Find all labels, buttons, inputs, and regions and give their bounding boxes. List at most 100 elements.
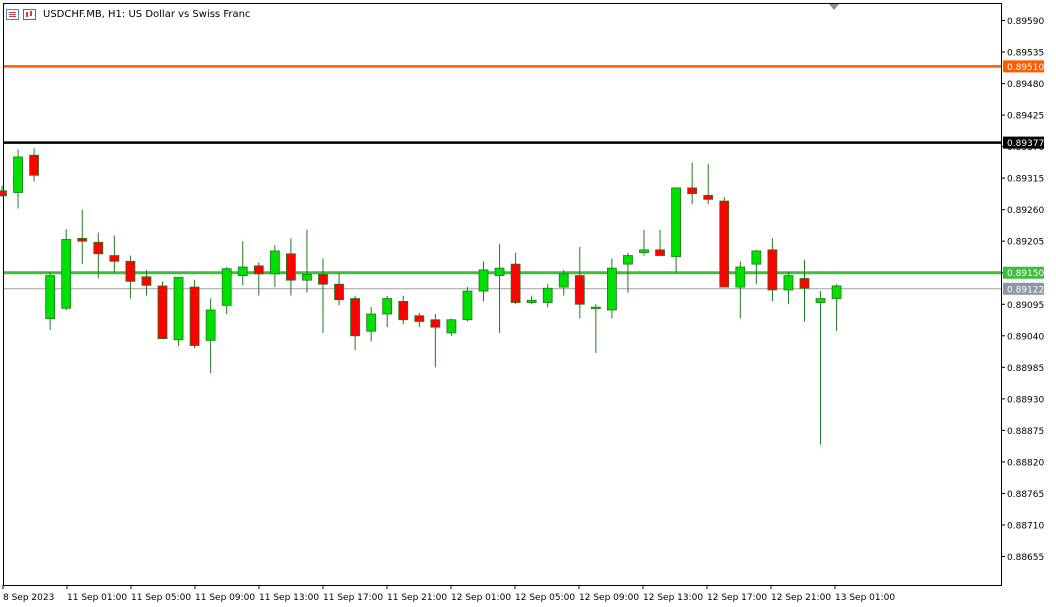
x-tick-label: 11 Sep 05:00: [131, 593, 191, 603]
level-price-tag: [1003, 282, 1044, 295]
y-tick-label: 0.89480: [1007, 80, 1044, 90]
candle[interactable]: [494, 244, 505, 333]
candle-body-bear: [189, 286, 200, 346]
x-tick-label: 11 Sep 21:00: [387, 593, 447, 603]
candle-body-bear: [655, 249, 665, 256]
candle-body-bull: [462, 290, 473, 321]
candle-body-bear: [141, 276, 152, 286]
candle-body-bear: [767, 249, 778, 291]
candle-body-bull: [382, 298, 393, 315]
candle-body-bull: [302, 274, 312, 281]
candle[interactable]: [735, 261, 746, 319]
candle[interactable]: [783, 271, 794, 305]
candle[interactable]: [671, 187, 681, 273]
candle[interactable]: [607, 258, 617, 319]
candle[interactable]: [93, 232, 104, 279]
candle[interactable]: [285, 238, 296, 296]
candle[interactable]: [221, 267, 232, 315]
candle[interactable]: [189, 279, 200, 349]
candle[interactable]: [767, 238, 778, 302]
level-price-label: 0.89150: [1007, 269, 1044, 279]
candle[interactable]: [29, 148, 40, 182]
chart-symbol-title: USDCHF.MB, H1: US Dollar vs Swiss Franc: [43, 8, 251, 20]
candle[interactable]: [590, 304, 601, 353]
candle[interactable]: [542, 284, 553, 308]
candle[interactable]: [831, 284, 842, 332]
y-tick-label: 0.89040: [1007, 332, 1044, 342]
candle[interactable]: [45, 271, 56, 331]
candle[interactable]: [13, 149, 23, 209]
candle[interactable]: [719, 197, 730, 288]
candle[interactable]: [751, 249, 762, 285]
level-price-tag: [1003, 60, 1044, 73]
candle[interactable]: [157, 281, 168, 340]
candle-body-bear: [318, 274, 328, 285]
candle-body-bear: [93, 241, 104, 255]
candle[interactable]: [398, 295, 409, 325]
candle[interactable]: [655, 229, 665, 256]
y-tick-label: 0.88930: [1007, 395, 1044, 405]
candle-body-bull: [61, 239, 72, 309]
y-tick-label: 0.88765: [1007, 490, 1044, 500]
candle[interactable]: [125, 255, 136, 299]
candle-body-bull: [623, 255, 633, 265]
candle[interactable]: [61, 229, 72, 310]
candle[interactable]: [446, 318, 457, 336]
candle[interactable]: [205, 298, 216, 374]
candle[interactable]: [574, 246, 585, 319]
candle-body-bull: [590, 306, 601, 310]
candle[interactable]: [318, 258, 328, 333]
candle-body-bull: [45, 275, 56, 319]
candle[interactable]: [141, 269, 152, 296]
chart-bars-icon[interactable]: [23, 8, 36, 20]
candle[interactable]: [269, 245, 280, 288]
candle[interactable]: [334, 272, 344, 306]
candle[interactable]: [77, 209, 88, 265]
level-price-label: 0.89510: [1007, 63, 1044, 73]
y-tick-label: 0.88710: [1007, 521, 1044, 531]
x-tick-label: 12 Sep 21:00: [771, 593, 831, 603]
candle-body-bull: [173, 276, 184, 341]
level-price-tag: [1003, 136, 1044, 149]
candle[interactable]: [414, 312, 425, 328]
candle[interactable]: [350, 295, 361, 351]
x-tick-label: 11 Sep 01:00: [67, 593, 127, 603]
candle[interactable]: [687, 162, 698, 204]
candle[interactable]: [478, 261, 489, 302]
candle[interactable]: [815, 291, 826, 445]
candle[interactable]: [639, 229, 649, 256]
candle-body-bear: [574, 275, 585, 305]
candle-body-bull: [366, 313, 377, 332]
candle[interactable]: [430, 314, 441, 368]
candle[interactable]: [558, 269, 569, 296]
candle-body-bull: [542, 287, 553, 303]
candle[interactable]: [510, 252, 521, 305]
candle-body-bull: [831, 285, 842, 299]
candle[interactable]: [526, 295, 537, 305]
candle[interactable]: [173, 276, 184, 347]
y-tick-label: 0.89590: [1007, 17, 1044, 27]
candle-body-bull: [815, 298, 826, 303]
candle[interactable]: [799, 260, 810, 322]
candle[interactable]: [253, 262, 264, 296]
triangle-down-icon[interactable]: [829, 4, 839, 10]
chart-list-icon[interactable]: [6, 8, 19, 20]
y-tick-label: 0.89260: [1007, 206, 1044, 216]
candle[interactable]: [109, 235, 120, 273]
candle-body-bull: [526, 299, 537, 303]
candle[interactable]: [302, 229, 312, 293]
candle[interactable]: [703, 163, 714, 204]
candle-body-bear: [77, 237, 88, 242]
x-tick-label: 11 Sep 13:00: [259, 593, 319, 603]
candle[interactable]: [237, 241, 248, 286]
candle[interactable]: [366, 307, 377, 342]
candle[interactable]: [462, 287, 473, 322]
candle[interactable]: [0, 185, 7, 197]
candle[interactable]: [623, 252, 633, 293]
candle[interactable]: [382, 295, 393, 328]
candle-body-bull: [671, 187, 681, 258]
x-tick-label: 13 Sep 01:00: [835, 593, 895, 603]
candle-body-bear: [414, 315, 425, 322]
